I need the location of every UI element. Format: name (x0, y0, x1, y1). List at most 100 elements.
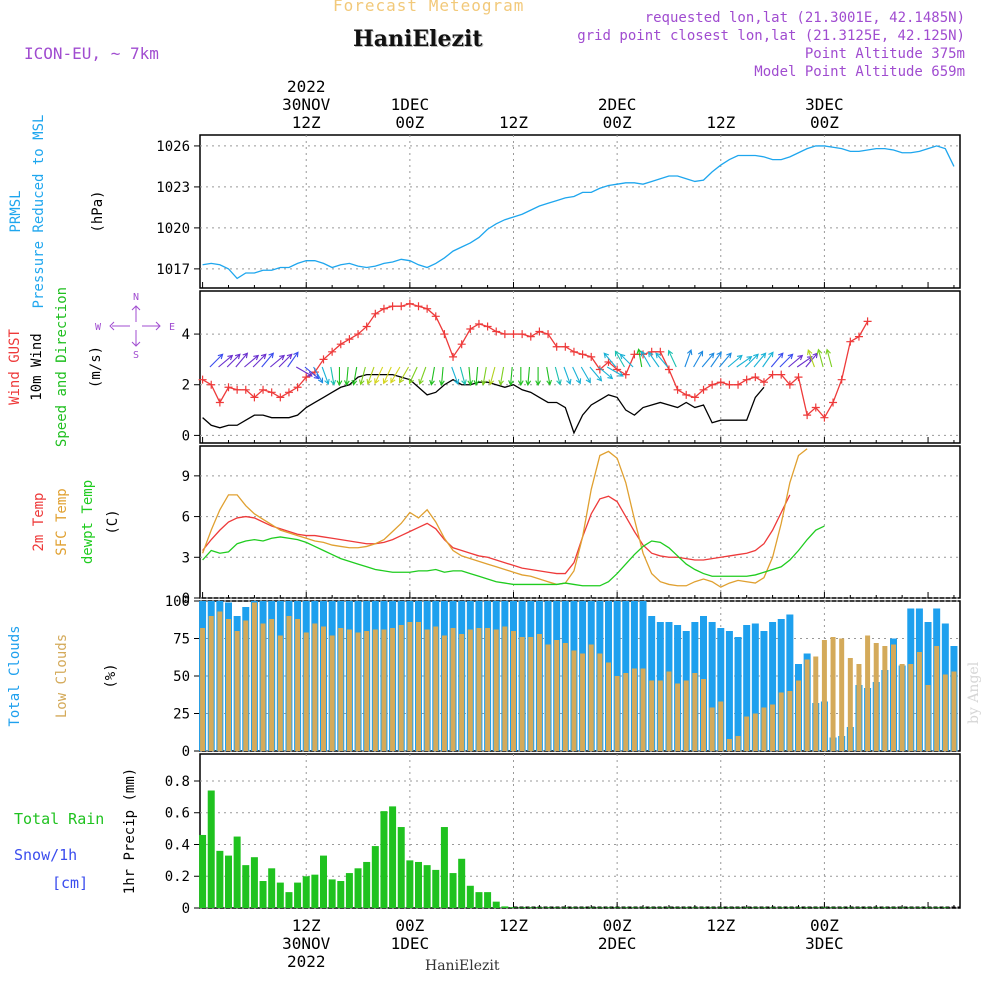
gust-marker (803, 411, 812, 420)
low-cloud-bar (847, 658, 853, 751)
gust-marker (785, 380, 794, 389)
rain-bar (207, 790, 215, 908)
wind-direction-arrow (614, 350, 625, 368)
gust-marker (846, 337, 855, 346)
rain-bar (449, 873, 457, 908)
gust-marker (811, 403, 820, 412)
wind-direction-arrow (226, 353, 241, 368)
gust-marker (535, 327, 544, 336)
gust-marker (734, 380, 743, 389)
total-cloud-bar (734, 637, 742, 751)
gust-marker (725, 380, 734, 389)
gust-marker (302, 373, 311, 382)
low-cloud-bar (873, 643, 879, 751)
rain-bar (371, 846, 379, 908)
low-cloud-bar (407, 622, 413, 751)
station-name: HaniElezit (353, 26, 483, 52)
top-time-label: 12Z (706, 113, 735, 132)
low-cloud-bar (243, 620, 249, 751)
low-cloud-bar (398, 625, 404, 751)
rain-bar (872, 907, 880, 909)
pressure-axis-title: Pressure Reduced to MSL (31, 115, 47, 309)
wind-direction-arrow (351, 366, 358, 386)
low-cloud-bar (882, 646, 888, 751)
gust-marker (854, 332, 863, 341)
total-cloud-bar (725, 631, 733, 751)
wind-direction-arrow (408, 366, 418, 385)
rain-bar (527, 907, 535, 908)
low-cloud-bar (372, 629, 378, 751)
wind-direction-arrow (244, 354, 260, 368)
top-time-label: 00Z (603, 113, 632, 132)
low-cloud-bar (951, 671, 957, 751)
rain-bar (864, 907, 872, 909)
wind-direction-arrow (535, 367, 541, 387)
low-cloud-bar (511, 631, 516, 751)
pressure-frame (199, 134, 961, 289)
low-cloud-bar (657, 680, 663, 751)
wind-direction-arrow (606, 366, 624, 377)
compass-rose-icon (109, 305, 161, 347)
rain-bar (890, 907, 897, 909)
top-time-label: 30NOV (282, 95, 331, 114)
rain-bar (743, 907, 751, 909)
gust-marker (595, 365, 604, 374)
rain-bar (907, 907, 915, 909)
rain-bar (820, 907, 828, 909)
rain-bar (605, 907, 612, 909)
rain-bar (812, 907, 820, 909)
total-cloud-bar (743, 625, 751, 751)
wind-direction-arrow (825, 348, 833, 368)
wind-direction-arrow (648, 351, 660, 368)
low-cloud-bar (744, 716, 750, 751)
rain-bar (898, 907, 906, 909)
clouds-ytick-label: 25 (173, 707, 190, 723)
bottom-time-label: 00Z (395, 916, 424, 935)
low-cloud-bar (597, 653, 603, 751)
compass-west-label: W (95, 322, 102, 333)
gust-marker (621, 370, 630, 379)
gust-marker (664, 365, 673, 374)
low-cloud-bar (856, 664, 862, 751)
wind-direction-arrow (719, 352, 732, 368)
wind-direction-arrow (655, 352, 669, 368)
low-cloud-bar (839, 638, 845, 751)
gust-marker (215, 398, 224, 407)
wind-direction-arrow (563, 366, 572, 385)
low-cloud-bar (735, 736, 741, 751)
low-cloud-bar (450, 628, 456, 751)
bottom-time-label: 00Z (603, 916, 632, 935)
bottom-time-label: 3DEC (805, 934, 844, 953)
gust-marker (794, 373, 803, 382)
rain-bar (570, 907, 578, 909)
low-cloud-bar (476, 628, 482, 751)
wind-ytick-label: 4 (182, 327, 190, 343)
wind-direction-arrow (603, 352, 617, 368)
bottom-time-label: 00Z (810, 916, 839, 935)
precip-axis-title: 1hr Precip (mm) (122, 768, 138, 894)
rain-bar (492, 901, 500, 908)
gust-marker (578, 350, 587, 359)
temperature-frame (199, 445, 961, 599)
rain-bar (933, 907, 941, 909)
temperature-line-sfc-temp (201, 448, 808, 588)
low-cloud-bar (891, 644, 896, 751)
wind-direction-arrow (270, 354, 286, 368)
clouds-axis-title: Total Clouds (7, 625, 23, 726)
temperature-axis-title: dewpt Temp (80, 480, 96, 564)
low-cloud-bar (200, 628, 206, 751)
rain-bar (622, 907, 630, 909)
wind-direction-arrow (382, 366, 392, 385)
wind-ytick-label: 2 (182, 378, 190, 394)
clouds-ytick-label: 75 (173, 632, 190, 648)
low-cloud-bar (251, 602, 257, 751)
wind-direction-arrow (554, 366, 562, 386)
wind-direction-arrow (439, 366, 445, 387)
low-cloud-bar (234, 631, 240, 751)
top-time-label: 2022 (287, 77, 326, 96)
gust-marker (328, 347, 337, 356)
gridpoint-coordinates: grid point closest lon,lat (21.3125E, 42… (577, 28, 965, 44)
wind-direction-arrow (252, 353, 267, 368)
rain-bar (760, 907, 768, 909)
wind-direction-arrow (753, 352, 767, 368)
